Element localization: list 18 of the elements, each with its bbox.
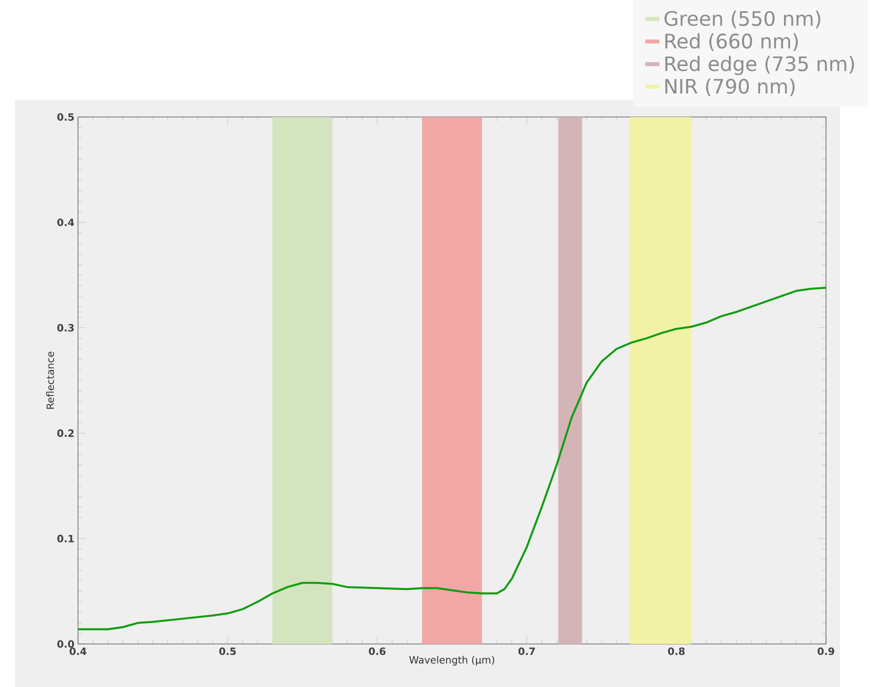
x-tick-label: 0.9	[818, 647, 834, 656]
x-tick-label: 0.6	[368, 647, 386, 656]
y-tick-label: 0.3	[57, 324, 74, 332]
x-tick-label: 0.4	[70, 647, 86, 656]
y-tick-label: 0.0	[57, 640, 74, 648]
legend-label: Red edge (735 nm)	[665, 56, 854, 76]
y-tick-label: 0.5	[57, 113, 74, 121]
legend-label: Green (550 nm)	[664, 10, 820, 28]
y-tick-label: 0.2	[57, 429, 74, 437]
x-tick-label: 0.8	[668, 647, 685, 656]
legend-label: Red (660 nm)	[665, 33, 798, 51]
y-tick-label: 0.4	[57, 218, 74, 226]
legend-label: NIR (790 nm)	[665, 78, 795, 96]
y-axis-title: Reflectance	[46, 352, 54, 409]
x-axis-title: Wavelength (µm)	[409, 656, 494, 666]
x-tick-label: 0.7	[518, 647, 535, 656]
x-tick-label: 0.5	[219, 647, 236, 656]
y-tick-label: 0.1	[57, 534, 74, 542]
